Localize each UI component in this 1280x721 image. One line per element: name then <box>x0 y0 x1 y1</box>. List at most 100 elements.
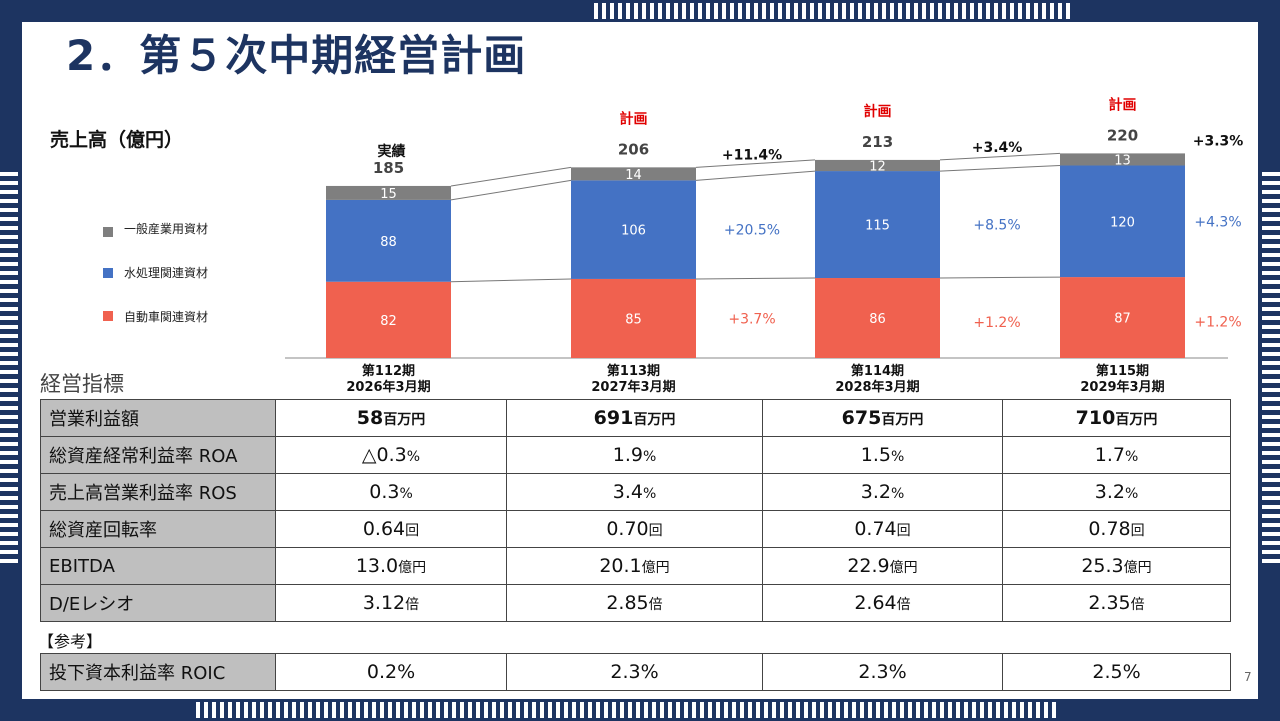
stripe <box>652 702 656 718</box>
stripe <box>420 702 424 718</box>
indicator-value: 20.1億円 <box>506 547 763 585</box>
stripe <box>228 702 232 718</box>
value-unit: % <box>890 449 905 465</box>
table-row: EBITDA 13.0億円 20.1億円 22.9億円 25.3億円 <box>40 547 1231 585</box>
stripe <box>1026 3 1030 19</box>
value-unit: 百万円 <box>383 412 426 428</box>
stripe <box>602 3 606 19</box>
indicator-value: 3.12倍 <box>275 584 507 622</box>
stripe <box>276 702 280 718</box>
stripe <box>1262 523 1280 527</box>
value-unit: 回 <box>405 523 420 539</box>
stripe <box>796 702 800 718</box>
status-label: 計画 <box>620 110 648 127</box>
stripe <box>1262 271 1280 275</box>
stripe <box>412 702 416 718</box>
stripe <box>0 352 18 356</box>
stripe <box>1262 550 1280 554</box>
stripe <box>994 3 998 19</box>
value-unit: % <box>890 486 905 502</box>
total-label: 220 <box>1107 126 1138 144</box>
stripe <box>826 3 830 19</box>
bar-segment <box>1060 277 1185 358</box>
stripe <box>1262 253 1280 257</box>
stripe <box>316 702 320 718</box>
legend-swatch-water <box>103 268 113 278</box>
stripe <box>500 702 504 718</box>
stripe <box>682 3 686 19</box>
stripe <box>236 702 240 718</box>
stripe <box>1050 3 1054 19</box>
stripe <box>860 702 864 718</box>
stripe <box>0 244 18 248</box>
indicator-value: 13.0億円 <box>275 547 507 585</box>
stripe <box>836 702 840 718</box>
value-number: 0.64 <box>362 518 406 540</box>
stripe <box>380 702 384 718</box>
stripe <box>914 3 918 19</box>
total-growth-label: +11.4% <box>722 147 782 163</box>
stripe <box>0 433 18 437</box>
stripe <box>1262 244 1280 248</box>
value-number: 0.3 <box>376 444 407 466</box>
stripe <box>1066 3 1070 19</box>
connector-line <box>939 164 1061 172</box>
value-number: 2.85 <box>606 592 649 614</box>
stripe <box>778 3 782 19</box>
stripe <box>986 3 990 19</box>
data-label: 13 <box>1114 153 1131 168</box>
stripe <box>626 3 630 19</box>
stripe <box>0 478 18 482</box>
stripe <box>676 702 680 718</box>
stripe <box>850 3 854 19</box>
stripe <box>1262 280 1280 284</box>
stripe <box>332 702 336 718</box>
stripe <box>452 702 456 718</box>
value-number: 1.5 <box>860 444 891 466</box>
stripe <box>308 702 312 718</box>
chart-ylabel: 売上高（億円） <box>50 129 184 151</box>
indicator-value: 1.5% <box>762 436 1003 474</box>
stripe <box>1262 514 1280 518</box>
stripe <box>1042 3 1046 19</box>
bar-segment <box>815 171 940 279</box>
stripe <box>1262 172 1280 176</box>
value-number: 0.70 <box>606 518 649 540</box>
stripe <box>444 702 448 718</box>
value-unit: 倍 <box>1130 597 1145 613</box>
stripe <box>356 702 360 718</box>
stripe <box>1262 505 1280 509</box>
stripe <box>1262 325 1280 329</box>
stripe <box>954 3 958 19</box>
stripe <box>0 334 18 338</box>
indicator-value: 0.64回 <box>275 510 507 548</box>
stripe <box>1262 316 1280 320</box>
data-label: 87 <box>1114 312 1131 327</box>
stripe <box>818 3 822 19</box>
stripe <box>858 3 862 19</box>
stripe <box>1262 181 1280 185</box>
stripe <box>906 3 910 19</box>
stripe <box>468 702 472 718</box>
stripe <box>580 702 584 718</box>
stripe <box>932 702 936 718</box>
stripe <box>1028 702 1032 718</box>
total-label: 213 <box>862 133 893 151</box>
indicator-value: 0.78回 <box>1002 510 1231 548</box>
stripe <box>740 702 744 718</box>
data-label: 15 <box>380 187 397 202</box>
stripe <box>964 702 968 718</box>
value-unit: % <box>642 449 657 465</box>
stripe <box>196 702 200 718</box>
negative-mark: △ <box>361 444 377 466</box>
stripe <box>1262 541 1280 545</box>
connector-line <box>450 278 572 283</box>
reference-heading: 【参考】 <box>38 632 103 651</box>
data-label: 115 <box>865 219 890 234</box>
value-number: 675 <box>841 407 882 429</box>
stripe <box>1262 451 1280 455</box>
data-label: 120 <box>1110 215 1135 230</box>
stripe <box>220 702 224 718</box>
stripe <box>780 702 784 718</box>
